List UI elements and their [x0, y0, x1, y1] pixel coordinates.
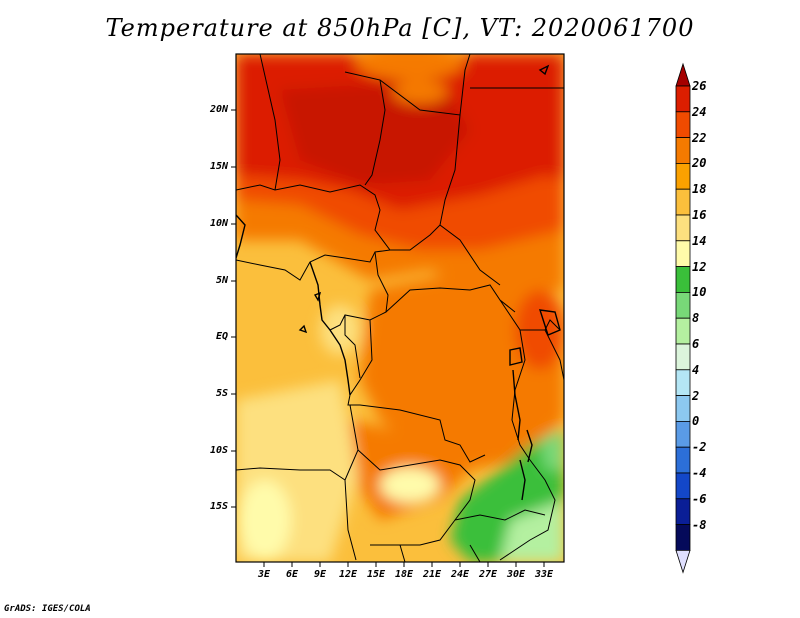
lat-label-5s: 5S — [215, 388, 228, 399]
colorbar-box — [675, 85, 691, 113]
lat-label-15s: 15S — [209, 501, 228, 512]
colorbar-box — [675, 214, 691, 242]
lat-ticks — [231, 109, 236, 508]
colorbar-tick-label: 24 — [692, 104, 707, 119]
lat-label-eq: EQ — [215, 331, 228, 342]
colorbar-box — [675, 317, 691, 345]
temperature-field — [236, 54, 564, 562]
colorbar-tick-label: -6 — [692, 491, 707, 506]
colorbar-box — [675, 291, 691, 319]
lon-label-18e: 18E — [394, 569, 414, 580]
colorbar-box — [675, 266, 691, 293]
colorbar-tick-label: 22 — [692, 130, 707, 145]
colorbar-tick-label: 20 — [692, 156, 707, 171]
lon-label-9e: 9E — [313, 569, 327, 580]
lon-label-15e: 15E — [366, 569, 386, 580]
lon-label-33e: 33E — [534, 569, 554, 580]
country-borders — [236, 54, 564, 562]
colorbar-box — [675, 446, 691, 474]
lon-label-6e: 6E — [285, 569, 299, 580]
colorbar-tick-label: 2 — [692, 388, 700, 403]
colorbar-tick-label: 26 — [692, 79, 707, 93]
colorbar-tick-label: 12 — [692, 259, 707, 274]
colorbar-box — [675, 420, 691, 448]
colorbar-tick-label: 8 — [692, 311, 700, 326]
lon-label-12e: 12E — [338, 569, 358, 580]
lon-label-27e: 27E — [478, 569, 498, 580]
lat-label-10n: 10N — [209, 218, 228, 229]
colorbar-box — [675, 162, 691, 190]
grads-credit: GrADS: IGES/COLA — [4, 604, 91, 614]
lat-label-15n: 15N — [209, 161, 228, 172]
colorbar-tick-label: 18 — [692, 182, 707, 197]
colorbar-tick-label: 10 — [692, 285, 707, 300]
colorbar-tick-label: 0 — [692, 414, 700, 429]
colorbar-box — [675, 137, 691, 164]
colorbar-tick-label: -8 — [692, 517, 707, 532]
colorbar-box — [675, 188, 691, 216]
colorbar-box — [675, 240, 691, 268]
colorbar-tick-label: 16 — [692, 208, 707, 222]
lon-ticks — [263, 562, 545, 567]
map-title: Temperature at 850hPa [C], VT: 202006170… — [105, 14, 695, 42]
colorbar-top-triangle — [675, 62, 691, 87]
colorbar-tick-label: -4 — [692, 466, 707, 480]
lat-label-20n: 20N — [209, 104, 228, 115]
coastlines — [236, 64, 561, 501]
colorbar-tick-label: -2 — [692, 440, 707, 455]
lon-label-21e: 21E — [422, 569, 442, 580]
colorbar-tick-label: 4 — [692, 362, 700, 377]
colorbar-box — [675, 369, 691, 396]
colorbar-box — [675, 343, 691, 371]
colorbar-box — [675, 395, 691, 422]
lat-label-10s: 10S — [209, 445, 228, 456]
colorbar-tick-label: 6 — [692, 337, 700, 351]
colorbar-tick-label: 14 — [692, 233, 707, 248]
lon-label-24e: 24E — [450, 569, 470, 580]
lat-label-5n: 5N — [215, 275, 228, 286]
map-frame — [235, 53, 565, 563]
colorbar-bottom-triangle — [675, 550, 691, 574]
colorbar — [675, 62, 691, 574]
lon-label-30e: 30E — [506, 569, 526, 580]
colorbar-box — [675, 498, 691, 525]
lon-label-3e: 3E — [257, 569, 271, 580]
colorbar-box — [675, 111, 691, 139]
colorbar-box — [675, 524, 691, 551]
colorbar-box — [675, 472, 691, 500]
